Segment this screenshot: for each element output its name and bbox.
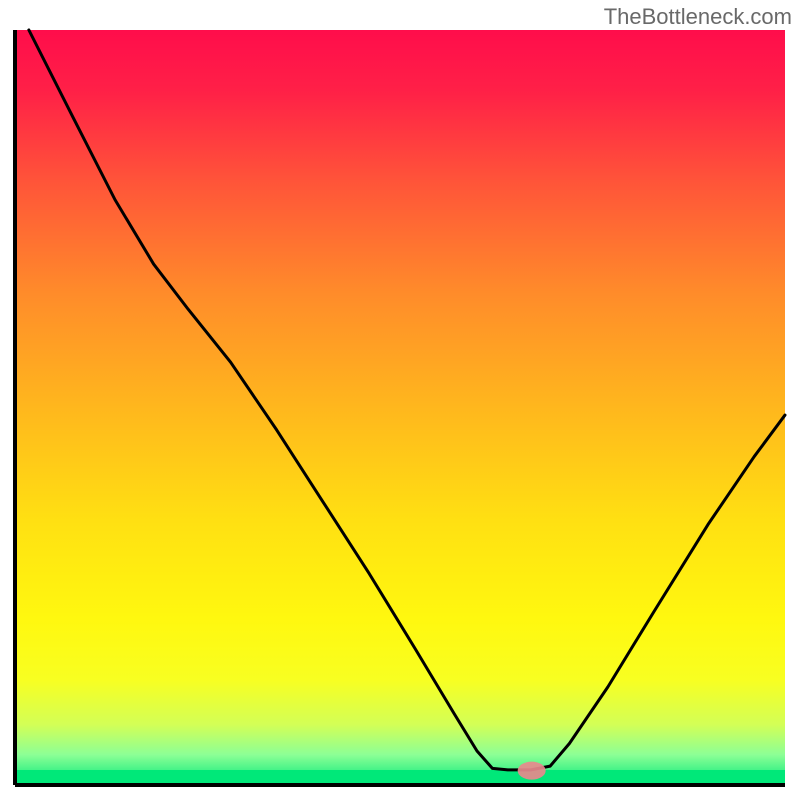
watermark-text: TheBottleneck.com: [604, 4, 792, 30]
chart-svg: [0, 0, 800, 800]
bottleneck-chart: TheBottleneck.com: [0, 0, 800, 800]
gradient-background: [15, 30, 785, 785]
bottom-band: [15, 770, 785, 785]
optimum-marker: [518, 762, 546, 780]
